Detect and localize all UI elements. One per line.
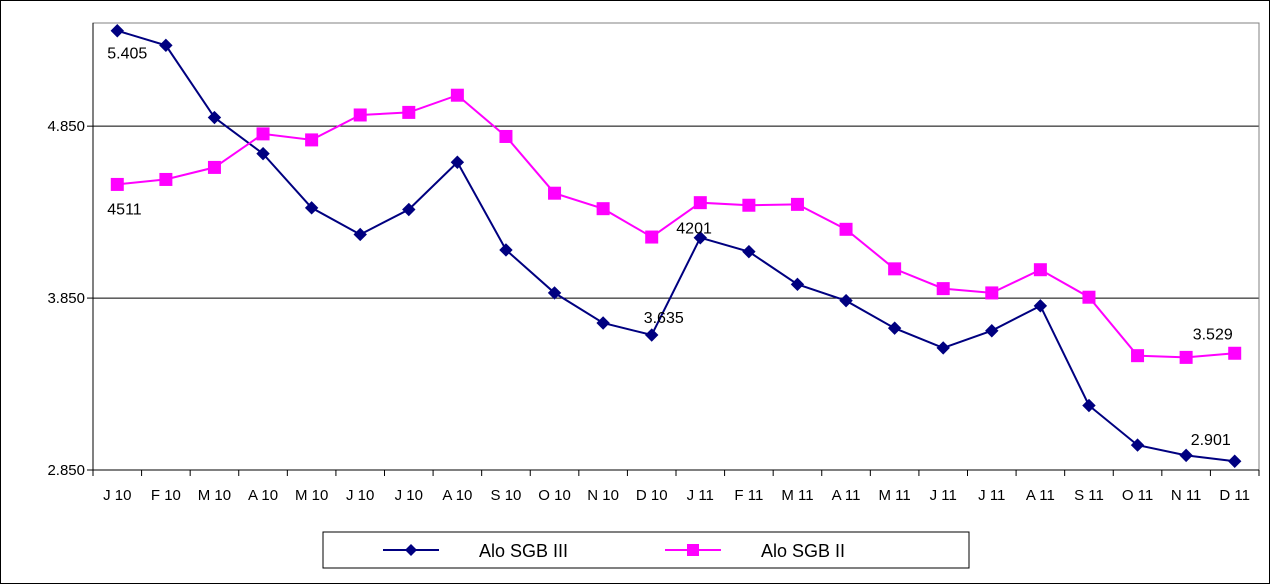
legend-marker-square: [687, 544, 699, 556]
x-tick-label: A 10: [442, 487, 472, 504]
x-tick-label: M 11: [879, 487, 911, 504]
data-point-diamond: [1180, 449, 1192, 461]
data-labels: 5.405 4511 3.635 4201 3.529 2.901: [107, 46, 1233, 449]
data-label: 4201: [676, 221, 712, 238]
data-point-square: [208, 161, 220, 173]
x-tick-label: A 11: [832, 487, 861, 504]
x-tick-label: O 11: [1122, 487, 1153, 504]
x-tick-label: S 10: [491, 487, 522, 504]
data-point-square: [354, 109, 366, 121]
y-tick-label: 2.850: [47, 462, 85, 479]
data-point-square: [451, 89, 463, 101]
y-tick-label: 3.850: [47, 290, 85, 307]
data-point-square: [986, 287, 998, 299]
x-tick-label: F 11: [734, 487, 763, 504]
x-tick-label: O 10: [538, 487, 571, 504]
x-tick-label: M 10: [295, 487, 328, 504]
data-label: 2.901: [1191, 432, 1231, 449]
x-tick-label: J 11: [930, 487, 957, 504]
data-point-diamond: [597, 317, 609, 329]
x-tick-label: J 10: [103, 487, 131, 504]
data-label: 3.635: [644, 310, 684, 327]
data-point-square: [257, 128, 269, 140]
data-point-square: [1132, 350, 1144, 362]
data-point-diamond: [743, 246, 755, 258]
series-lines: [117, 31, 1234, 462]
data-point-diamond: [646, 329, 658, 341]
legend-label: Alo SGB III: [479, 541, 568, 561]
data-point-square: [694, 197, 706, 209]
x-tick-label: S 11: [1074, 487, 1104, 504]
plot-area-border: [93, 23, 1259, 470]
legend: Alo SGB III Alo SGB II: [323, 532, 969, 568]
data-point-diamond: [937, 342, 949, 354]
data-point-diamond: [1034, 300, 1046, 312]
x-tick-label: M 11: [781, 487, 813, 504]
x-tick-label: A 11: [1026, 487, 1055, 504]
x-tick-label: N 11: [1171, 487, 1202, 504]
data-point-diamond: [160, 39, 172, 51]
data-point-square: [791, 198, 803, 210]
series-line-1: [117, 31, 1234, 462]
x-tick-label: J 10: [395, 487, 423, 504]
data-label: 5.405: [107, 46, 147, 63]
data-point-square: [500, 130, 512, 142]
x-tick-label: J 11: [978, 487, 1005, 504]
axes: 2.850 3.850 4.850 J 10 F 10 M 10 A 10 M 10 J 10 J…: [47, 23, 1259, 504]
data-point-square: [646, 231, 658, 243]
data-point-square: [1083, 291, 1095, 303]
data-point-square: [1180, 351, 1192, 363]
data-point-diamond: [840, 295, 852, 307]
data-point-diamond: [1229, 455, 1241, 467]
data-point-square: [306, 134, 318, 146]
data-point-diamond: [354, 228, 366, 240]
x-tick-label: A 10: [248, 487, 278, 504]
data-point-square: [937, 283, 949, 295]
x-tick-label: N 10: [587, 487, 619, 504]
data-point-square: [840, 223, 852, 235]
x-tick-label: F 10: [151, 487, 181, 504]
data-label: 4511: [107, 201, 142, 218]
data-point-diamond: [111, 25, 123, 37]
data-point-diamond: [889, 322, 901, 334]
data-point-square: [743, 199, 755, 211]
data-point-square: [889, 263, 901, 275]
x-tick-label: J 10: [346, 487, 374, 504]
data-point-diamond: [791, 278, 803, 290]
data-point-square: [111, 178, 123, 190]
data-point-square: [403, 106, 415, 118]
data-point-square: [549, 187, 561, 199]
data-point-diamond: [986, 325, 998, 337]
x-tick-label: M 10: [198, 487, 231, 504]
x-tick-label: J 11: [687, 487, 714, 504]
data-point-square: [597, 203, 609, 215]
x-tick-label: D 10: [636, 487, 668, 504]
series-markers: [111, 25, 1240, 467]
legend-label: Alo SGB II: [761, 541, 845, 561]
data-point-square: [1229, 347, 1241, 359]
x-tick-label: D 11: [1219, 487, 1250, 504]
data-point-square: [1034, 264, 1046, 276]
data-label: 3.529: [1193, 326, 1233, 343]
data-point-square: [160, 173, 172, 185]
y-tick-label: 4.850: [47, 118, 85, 135]
